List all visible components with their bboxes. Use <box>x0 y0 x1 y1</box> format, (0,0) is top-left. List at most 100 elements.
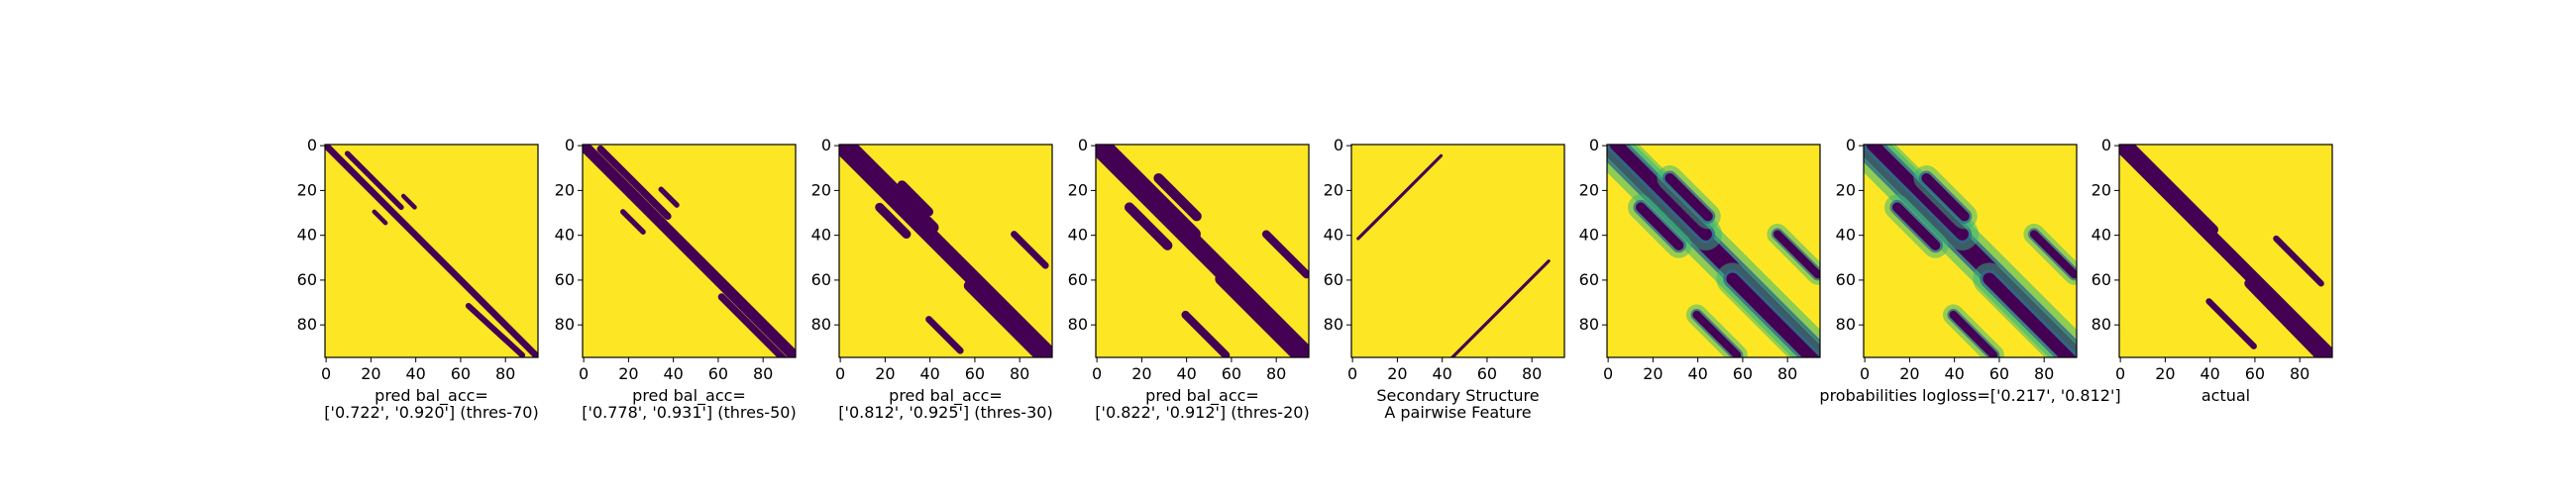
y-tick-label: 20 <box>1836 180 1856 199</box>
y-tick-label: 0 <box>565 136 575 154</box>
x-tick-label: 20 <box>361 364 380 383</box>
panel-caption-line-2: ['0.778', '0.931'] (thres-50) <box>582 403 796 422</box>
x-tick-label: 0 <box>835 364 845 383</box>
y-tick-label: 40 <box>811 226 831 245</box>
x-tick-label: 0 <box>1603 364 1613 383</box>
contact-segment-1 <box>1098 145 1201 241</box>
y-tick-label: 20 <box>1579 180 1599 199</box>
y-tick-label: 0 <box>1334 136 1343 154</box>
contact-segment-3 <box>1124 202 1173 250</box>
axes-frame <box>1863 144 2078 358</box>
y-tick-label: 40 <box>1324 226 1343 245</box>
contact-segment-2 <box>963 280 1049 357</box>
x-tick-label: 20 <box>1899 364 1919 383</box>
x-tick-label: 60 <box>2245 364 2265 383</box>
x-tick-label: 0 <box>1347 364 1357 383</box>
x-tick-label: 40 <box>919 364 939 383</box>
y-tick-label: 40 <box>2092 226 2111 245</box>
contact-segment-6 <box>925 316 964 354</box>
x-tick-label: 80 <box>1010 364 1029 383</box>
y-tick-label: 80 <box>297 315 317 334</box>
main-diagonal <box>325 145 538 357</box>
x-tick-label: 20 <box>1131 364 1151 383</box>
x-tick-label: 40 <box>1176 364 1196 383</box>
contact-segment-4 <box>1153 172 1202 222</box>
panel-3: 0 20 40 60 80 0 20 40 60 80 pred bal_acc=['0.812',… <box>811 136 1053 422</box>
x-tick-label: 0 <box>1092 364 1102 383</box>
contact-segment-2 <box>1215 272 1309 357</box>
x-tick-label: 60 <box>1989 364 2009 383</box>
contact-segment-3 <box>2160 181 2213 234</box>
x-tick-label: 20 <box>2155 364 2175 383</box>
panel-caption-line-1: pred bal_acc= <box>375 386 488 406</box>
x-tick-label: 40 <box>1432 364 1451 383</box>
panel-8: 0 20 40 60 80 0 20 40 60 80 actual <box>2092 136 2333 405</box>
contact-segment-5 <box>1261 230 1309 279</box>
heatmap-cells <box>1096 145 1309 357</box>
y-tick-label: 0 <box>1846 136 1856 154</box>
x-tick-label: 80 <box>2034 364 2054 383</box>
y-tick-label: 60 <box>811 270 831 289</box>
y-tick-label: 20 <box>811 180 831 199</box>
y-tick-label: 80 <box>1836 315 1856 334</box>
contact-segment-1 <box>1609 145 1712 241</box>
contact-segment-1 <box>1356 153 1444 241</box>
y-tick-label: 0 <box>821 136 831 154</box>
x-tick-label: 60 <box>1477 364 1497 383</box>
panel-6: 0 20 40 60 80 0 20 40 60 80 <box>1579 136 1821 383</box>
contact-segment-5 <box>2205 298 2257 349</box>
contact-segment-1 <box>1866 145 1969 241</box>
panel-caption-line-2: ['0.822', '0.912'] (thres-20) <box>1095 403 1309 422</box>
x-tick-label: 40 <box>663 364 683 383</box>
contact-segment-5 <box>2029 230 2077 279</box>
x-tick-label: 20 <box>1643 364 1663 383</box>
panel-caption-line-1: pred bal_acc= <box>632 386 746 406</box>
y-tick-label: 20 <box>297 180 317 199</box>
y-tick-label: 40 <box>1579 226 1599 245</box>
panel-caption-line-2: ['0.812', '0.925'] (thres-30) <box>838 403 1052 422</box>
x-tick-label: 80 <box>1777 364 1797 383</box>
x-tick-label: 60 <box>708 364 728 383</box>
x-tick-label: 40 <box>1944 364 1964 383</box>
y-tick-label: 60 <box>1579 270 1599 289</box>
x-tick-label: 20 <box>875 364 895 383</box>
x-tick-label: 80 <box>2290 364 2309 383</box>
contact-segment-3 <box>620 209 646 235</box>
axes-frame <box>1606 144 1821 358</box>
heatmap-cells <box>1356 153 1551 357</box>
axes-frame <box>2118 144 2333 358</box>
heatmap-cells <box>839 145 1052 357</box>
x-tick-label: 0 <box>321 364 331 383</box>
x-tick-label: 60 <box>1733 364 1753 383</box>
y-tick-label: 40 <box>555 226 575 245</box>
contact-segment-1 <box>844 145 939 234</box>
y-tick-label: 60 <box>555 270 575 289</box>
x-tick-label: 80 <box>1266 364 1286 383</box>
contact-segment-3 <box>875 202 912 240</box>
contact-segment-2 <box>717 293 788 357</box>
panel-caption-line-1: pred bal_acc= <box>889 386 1003 406</box>
panel-caption-line-2: ['0.722', '0.920'] (thres-70) <box>324 403 538 422</box>
axes-frame <box>1350 144 1565 358</box>
heatmap-cells <box>325 145 538 357</box>
panel-1: 0 20 40 60 80 0 20 40 60 80 pred bal_acc=['0.722',… <box>297 136 539 422</box>
x-tick-label: 20 <box>1387 364 1407 383</box>
contact-segment-4 <box>2273 235 2324 287</box>
x-tick-label: 20 <box>618 364 638 383</box>
contact-segment-2 <box>1983 272 2077 357</box>
y-tick-label: 20 <box>1324 180 1343 199</box>
y-tick-label: 20 <box>1068 180 1088 199</box>
contact-segment-4 <box>1664 172 1713 222</box>
y-tick-label: 80 <box>555 315 575 334</box>
contact-segment-2 <box>2244 278 2328 357</box>
y-tick-label: 60 <box>1836 270 1856 289</box>
axes-frame <box>324 144 539 358</box>
main-diagonal <box>1096 145 1309 357</box>
contact-segment-4 <box>400 193 417 210</box>
y-tick-label: 40 <box>297 226 317 245</box>
axes-frame <box>582 144 797 358</box>
contact-segment-6 <box>1181 310 1231 357</box>
contact-segment-6 <box>1692 310 1742 357</box>
y-tick-label: 20 <box>2092 180 2111 199</box>
